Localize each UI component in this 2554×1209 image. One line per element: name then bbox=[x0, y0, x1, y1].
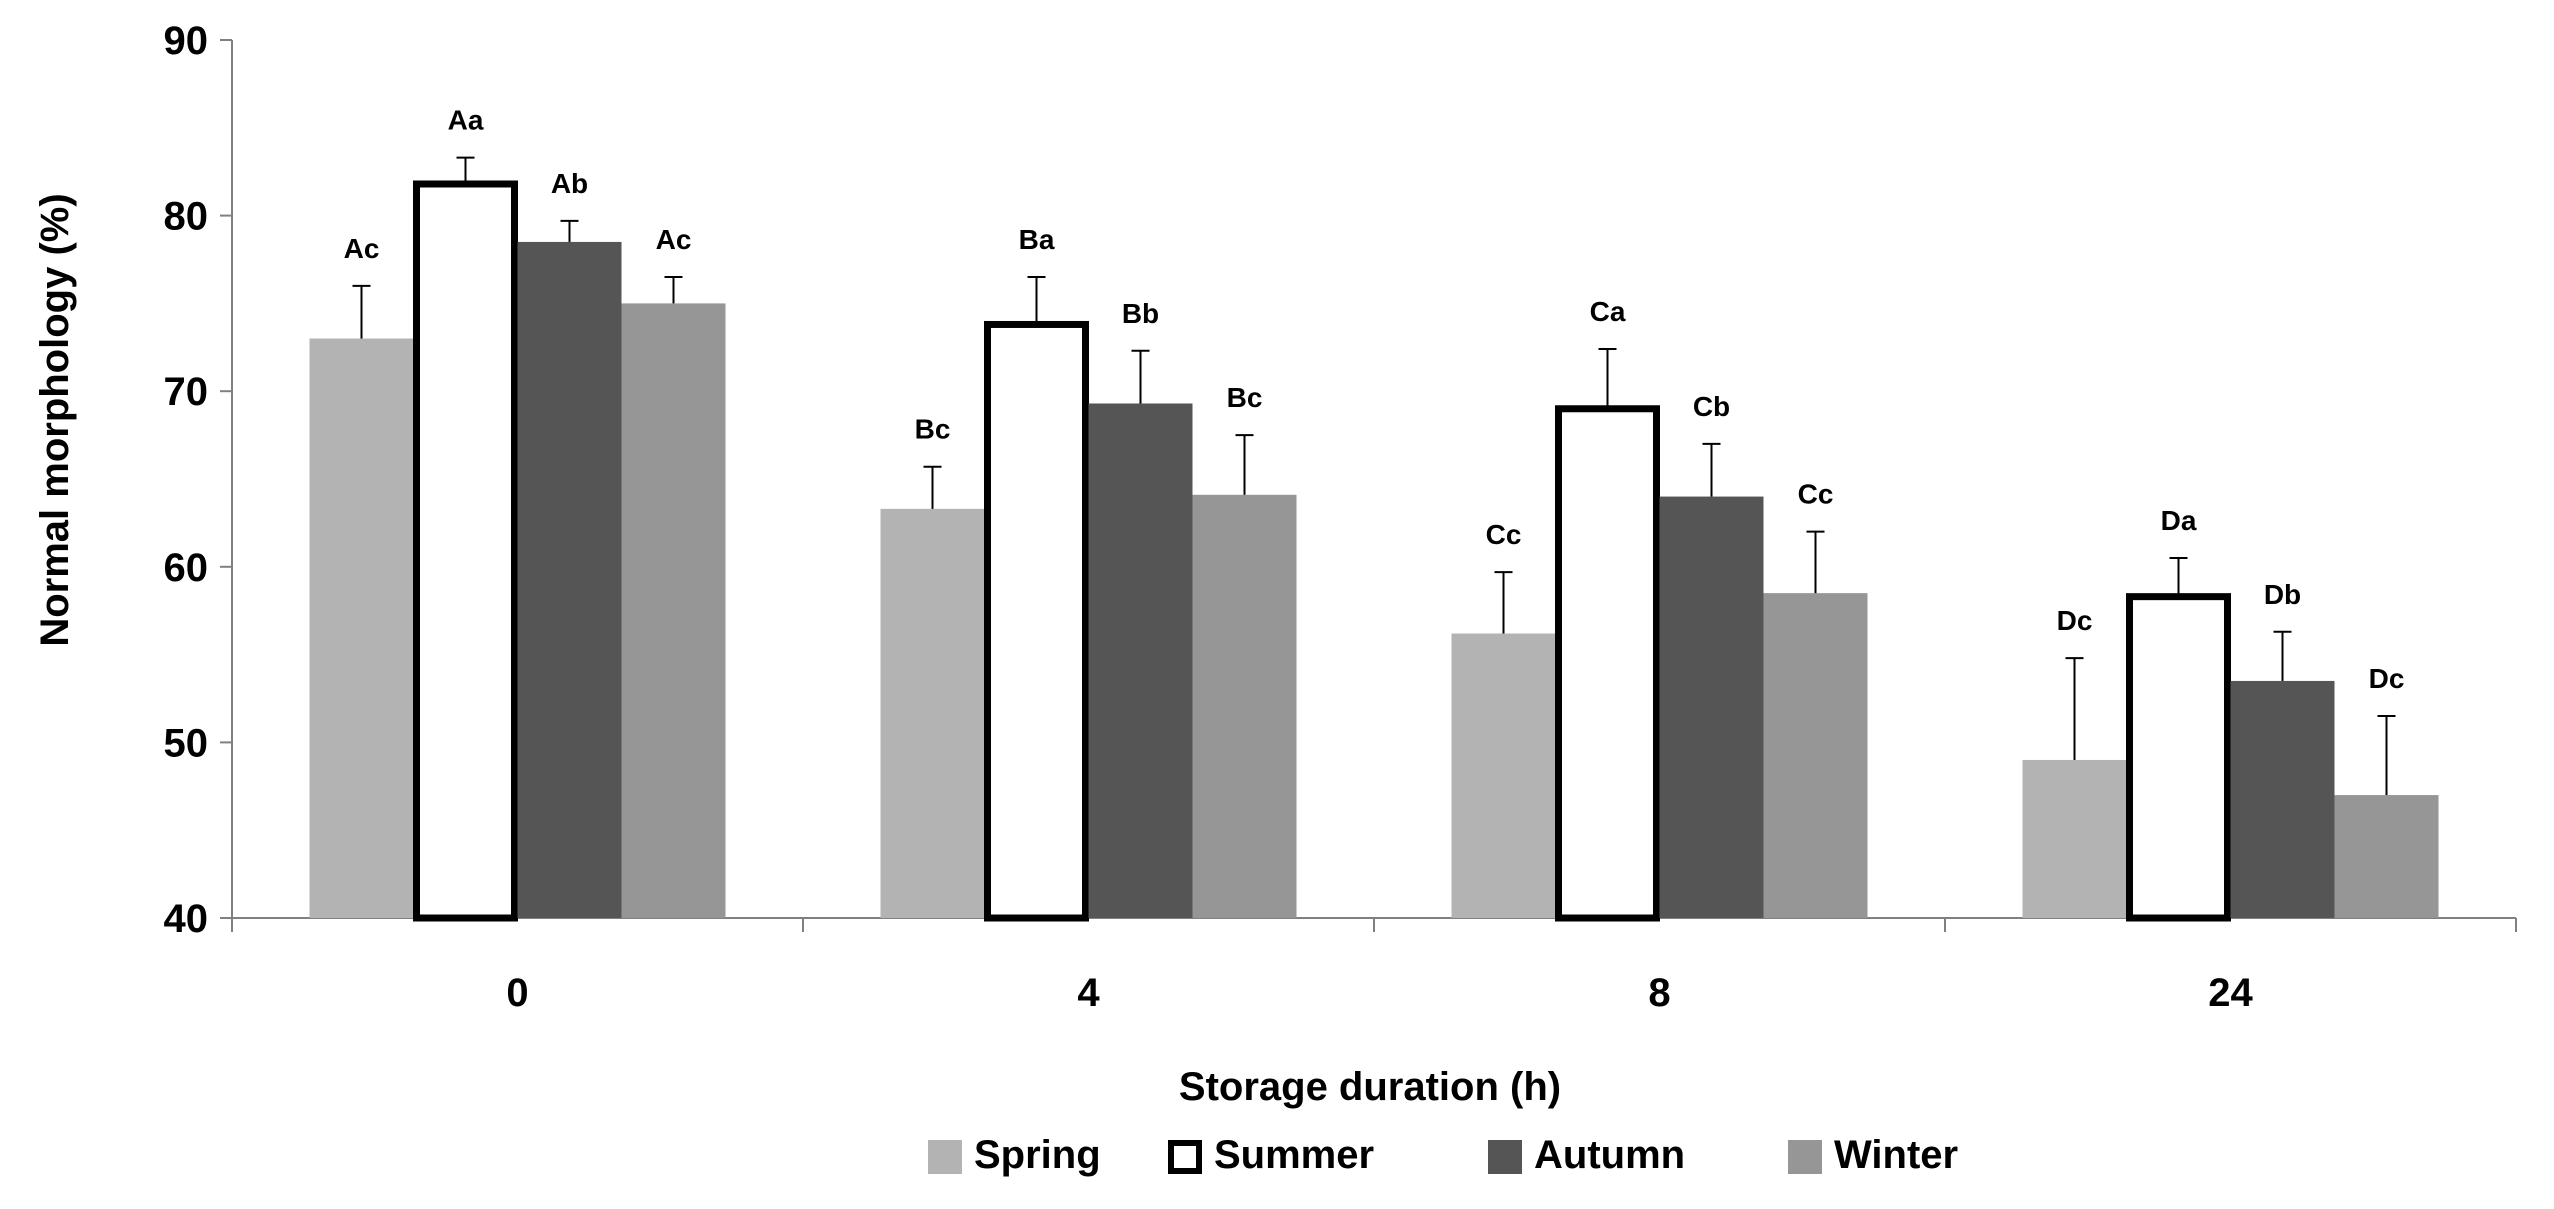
bars-group bbox=[309, 156, 2439, 922]
legend-swatch-autumn bbox=[1488, 1140, 1522, 1174]
data-label: Ac bbox=[344, 233, 380, 264]
legend-swatch-winter bbox=[1788, 1140, 1822, 1174]
y-tick-label: 90 bbox=[164, 19, 209, 63]
data-label: Bc bbox=[1227, 382, 1263, 413]
winter-bar bbox=[2334, 795, 2439, 918]
winter-bar bbox=[1763, 593, 1868, 918]
spring-bar bbox=[880, 508, 985, 918]
data-label: Da bbox=[2161, 505, 2197, 536]
summer-bar bbox=[1555, 405, 1660, 922]
summer-bar bbox=[413, 180, 518, 922]
y-tick-label: 50 bbox=[164, 721, 209, 765]
y-tick-label: 80 bbox=[164, 195, 209, 239]
autumn-bar bbox=[2230, 680, 2335, 918]
legend-swatch-spring bbox=[928, 1140, 962, 1174]
data-label: Bc bbox=[915, 414, 951, 445]
data-label: Ac bbox=[656, 224, 692, 255]
legend-swatch-summer bbox=[1168, 1140, 1202, 1174]
data-label: Dc bbox=[2369, 663, 2405, 694]
spring-bar bbox=[2022, 759, 2127, 918]
legend-label-spring: Spring bbox=[974, 1133, 1101, 1177]
autumn-bar bbox=[517, 241, 622, 918]
y-tick-label: 70 bbox=[164, 370, 209, 414]
y-tick-label: 60 bbox=[164, 546, 209, 590]
x-tick-label: 0 bbox=[506, 971, 528, 1015]
legend-label-winter: Winter bbox=[1834, 1133, 1958, 1177]
data-label: Cc bbox=[1798, 479, 1834, 510]
winter-bar bbox=[621, 303, 726, 918]
winter-bar bbox=[1192, 494, 1297, 918]
legend-label-summer: Summer bbox=[1214, 1133, 1374, 1177]
y-tick-label: 40 bbox=[164, 897, 209, 941]
data-label: Dc bbox=[2057, 605, 2093, 636]
autumn-bar bbox=[1659, 496, 1764, 918]
data-label: Bb bbox=[1122, 298, 1159, 329]
data-label: Cb bbox=[1693, 391, 1730, 422]
data-label: Ba bbox=[1019, 224, 1055, 255]
data-label: Aa bbox=[448, 105, 484, 136]
x-tick-label: 24 bbox=[2208, 971, 2253, 1015]
data-label: Cc bbox=[1486, 519, 1522, 550]
summer-bar bbox=[2126, 593, 2231, 922]
legend-label-autumn: Autumn bbox=[1534, 1133, 1685, 1177]
x-axis-title: Storage duration (h) bbox=[1179, 1065, 1561, 1109]
y-axis-title: Normal morphology (%) bbox=[33, 193, 77, 646]
x-tick-label: 4 bbox=[1077, 971, 1100, 1015]
legend: Spring Summer Autumn Winter bbox=[928, 1133, 1958, 1177]
labels-group: Ac Aa Ab Ac Bc Ba Bb Bc Cc Ca Cb Cc Dc Da Db Dc bbox=[344, 105, 2405, 694]
x-tick-label: 8 bbox=[1648, 971, 1670, 1015]
data-label: Ab bbox=[551, 168, 588, 199]
summer-bar bbox=[984, 320, 1089, 922]
data-label: Db bbox=[2264, 579, 2301, 610]
autumn-bar bbox=[1088, 403, 1193, 918]
spring-bar bbox=[309, 338, 414, 918]
data-label: Ca bbox=[1590, 296, 1626, 327]
spring-bar bbox=[1451, 633, 1556, 918]
